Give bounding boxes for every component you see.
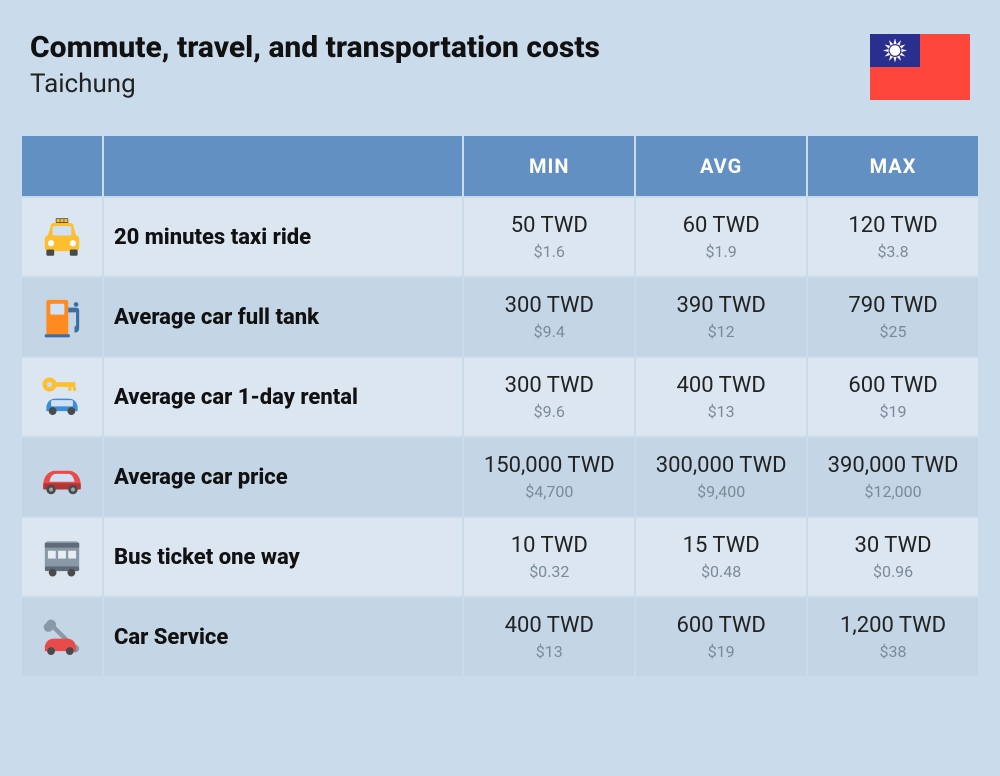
- table-row: 20 minutes taxi ride 50 TWD $1.6 60 TWD $1.9…: [22, 198, 978, 276]
- col-avg: AVG: [636, 136, 806, 196]
- cell-max: 120 TWD $3.8: [808, 198, 978, 276]
- value-secondary: $12: [646, 322, 796, 341]
- value-secondary: $4,700: [474, 482, 624, 501]
- value-primary: 400 TWD: [474, 613, 624, 639]
- cell-max: 390,000 TWD $12,000: [808, 438, 978, 516]
- value-secondary: $38: [818, 642, 968, 661]
- value-primary: 50 TWD: [474, 213, 624, 239]
- value-secondary: $9.6: [474, 402, 624, 421]
- value-secondary: $9,400: [646, 482, 796, 501]
- cell-max: 600 TWD $19: [808, 358, 978, 436]
- cell-min: 300 TWD $9.6: [464, 358, 634, 436]
- value-primary: 30 TWD: [818, 533, 968, 559]
- cell-avg: 600 TWD $19: [636, 598, 806, 676]
- value-secondary: $0.96: [818, 562, 968, 581]
- value-primary: 390 TWD: [646, 293, 796, 319]
- row-label: Average car price: [104, 438, 462, 516]
- row-label: Car Service: [104, 598, 462, 676]
- taxi-icon: [22, 198, 102, 276]
- value-secondary: $9.4: [474, 322, 624, 341]
- value-primary: 600 TWD: [646, 613, 796, 639]
- value-secondary: $3.8: [818, 242, 968, 261]
- value-primary: 300 TWD: [474, 293, 624, 319]
- cell-min: 50 TWD $1.6: [464, 198, 634, 276]
- row-label: Average car full tank: [104, 278, 462, 356]
- value-secondary: $1.6: [474, 242, 624, 261]
- value-primary: 300,000 TWD: [646, 453, 796, 479]
- page-subtitle: Taichung: [30, 69, 600, 99]
- header-text: Commute, travel, and transportation cost…: [30, 30, 600, 99]
- cell-min: 10 TWD $0.32: [464, 518, 634, 596]
- table-row: Average car 1-day rental 300 TWD $9.6 400 T…: [22, 358, 978, 436]
- cell-avg: 15 TWD $0.48: [636, 518, 806, 596]
- table-row: Car Service 400 TWD $13 600 TWD $19 1,200 TWD…: [22, 598, 978, 676]
- cell-max: 30 TWD $0.96: [808, 518, 978, 596]
- col-label: [104, 136, 462, 196]
- car-icon: [22, 438, 102, 516]
- value-primary: 300 TWD: [474, 373, 624, 399]
- table-header-row: MIN AVG MAX: [22, 136, 978, 196]
- header: Commute, travel, and transportation cost…: [20, 30, 980, 104]
- cell-min: 300 TWD $9.4: [464, 278, 634, 356]
- cell-avg: 60 TWD $1.9: [636, 198, 806, 276]
- value-primary: 120 TWD: [818, 213, 968, 239]
- value-primary: 15 TWD: [646, 533, 796, 559]
- cell-avg: 300,000 TWD $9,400: [636, 438, 806, 516]
- col-min: MIN: [464, 136, 634, 196]
- row-label: 20 minutes taxi ride: [104, 198, 462, 276]
- car-key-icon: [22, 358, 102, 436]
- fuel-pump-icon: [22, 278, 102, 356]
- table-row: Average car price 150,000 TWD $4,700 300,00…: [22, 438, 978, 516]
- value-secondary: $19: [646, 642, 796, 661]
- table-row: Average car full tank 300 TWD $9.4 390 TWD $…: [22, 278, 978, 356]
- value-primary: 60 TWD: [646, 213, 796, 239]
- table-row: Bus ticket one way 10 TWD $0.32 15 TWD $0.48…: [22, 518, 978, 596]
- value-secondary: $25: [818, 322, 968, 341]
- value-secondary: $0.32: [474, 562, 624, 581]
- col-icon: [22, 136, 102, 196]
- value-secondary: $0.48: [646, 562, 796, 581]
- value-primary: 600 TWD: [818, 373, 968, 399]
- value-primary: 150,000 TWD: [474, 453, 624, 479]
- cell-max: 790 TWD $25: [808, 278, 978, 356]
- cell-avg: 400 TWD $13: [636, 358, 806, 436]
- value-secondary: $1.9: [646, 242, 796, 261]
- value-secondary: $13: [474, 642, 624, 661]
- cell-avg: 390 TWD $12: [636, 278, 806, 356]
- value-primary: 790 TWD: [818, 293, 968, 319]
- costs-table: MIN AVG MAX 20 minutes taxi ride 50 TWD $1…: [20, 134, 980, 678]
- wrench-car-icon: [22, 598, 102, 676]
- value-secondary: $13: [646, 402, 796, 421]
- page-title: Commute, travel, and transportation cost…: [30, 30, 600, 65]
- col-max: MAX: [808, 136, 978, 196]
- bus-icon: [22, 518, 102, 596]
- taiwan-flag-icon: [870, 34, 970, 104]
- cell-min: 400 TWD $13: [464, 598, 634, 676]
- value-primary: 400 TWD: [646, 373, 796, 399]
- value-primary: 1,200 TWD: [818, 613, 968, 639]
- value-secondary: $19: [818, 402, 968, 421]
- value-secondary: $12,000: [818, 482, 968, 501]
- cell-min: 150,000 TWD $4,700: [464, 438, 634, 516]
- cell-max: 1,200 TWD $38: [808, 598, 978, 676]
- value-primary: 390,000 TWD: [818, 453, 968, 479]
- row-label: Average car 1-day rental: [104, 358, 462, 436]
- value-primary: 10 TWD: [474, 533, 624, 559]
- row-label: Bus ticket one way: [104, 518, 462, 596]
